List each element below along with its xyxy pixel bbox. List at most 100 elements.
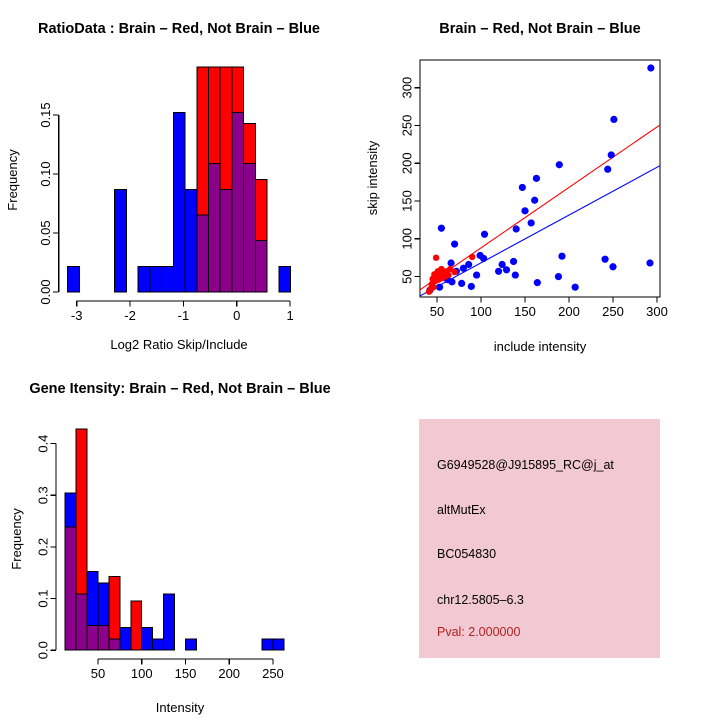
scatter-point-blue	[647, 64, 655, 72]
gene-locus: chr12.5805–6.3	[437, 593, 524, 607]
ratio-histogram-xlabel: Log2 Ratio Skip/Include	[110, 337, 247, 352]
hist-bar-overlap	[254, 240, 268, 293]
scatter-point-blue	[555, 161, 563, 169]
scatter-point-blue	[458, 279, 466, 287]
panel-intensity-scatter: 50 100 150 200 250 300 50 100 150 200 250 300 Brain…	[365, 21, 668, 354]
y-tick-label: 0.3	[36, 486, 51, 504]
scatter-point-blue	[511, 271, 519, 279]
scatter-point-blue	[437, 224, 445, 232]
hist-bar	[172, 111, 186, 293]
scatter-point-blue	[527, 219, 535, 227]
scatter-point-red	[432, 254, 440, 261]
x-tick-label: 1	[287, 308, 294, 323]
hist-bar	[161, 265, 174, 293]
scatter-point-blue	[646, 259, 654, 267]
y-tick-label: 0.05	[38, 220, 53, 245]
scatter-point-red	[468, 253, 476, 261]
scatter-point-blue	[480, 230, 489, 238]
fit-line-blue	[419, 165, 661, 297]
y-tick-label: 100	[400, 228, 415, 250]
y-tick-label: 0.2	[36, 538, 51, 556]
fit-line-red	[419, 124, 661, 291]
panel-ratio-histogram: -3 -2 -1 0 1 0.00 0.05 0.10 0.15 RatioData : Bra…	[5, 21, 320, 352]
y-tick-label: 0.0	[36, 641, 51, 659]
hist-bar-overlap	[231, 111, 245, 293]
ratio-histogram-title: RatioData : Brain – Red, Not Brain – Blu…	[38, 21, 320, 37]
hist-bar	[152, 638, 165, 651]
x-tick-label: 300	[646, 304, 668, 319]
panel-gene-info: G6949528@J915895_RC@j_at altMutEx BC0548…	[360, 360, 720, 720]
hist-bar	[254, 179, 268, 242]
hist-bar	[149, 265, 163, 293]
x-tick-label: 100	[470, 304, 492, 319]
hist-bar	[184, 188, 198, 293]
x-tick-label: 150	[514, 304, 536, 319]
hist-bar	[261, 638, 274, 651]
y-tick-label: 300	[400, 77, 415, 99]
hist-bar	[108, 575, 121, 640]
x-tick-label: 100	[131, 666, 153, 681]
y-tick-label: 0.00	[38, 279, 53, 304]
x-tick-label: -2	[124, 308, 136, 323]
y-tick-label: 0.10	[38, 161, 53, 186]
gene-intensity-histogram-ylabel: Frequency	[9, 508, 24, 570]
scatter-point-blue	[502, 266, 511, 274]
scatter-point-blue	[607, 151, 615, 159]
y-tick-label: 0.4	[36, 435, 51, 453]
x-tick-label: 250	[262, 666, 284, 681]
plot-frame	[419, 59, 661, 298]
hist-bar	[119, 627, 132, 651]
scatter-point-blue	[533, 279, 541, 287]
x-tick-label: 150	[175, 666, 197, 681]
hist-bar-overlap	[108, 638, 121, 651]
hist-bar	[196, 66, 209, 216]
scatter-point-blue	[509, 257, 518, 266]
gene-probe-id: G6949528@J915895_RC@j_at	[437, 458, 614, 472]
x-tick-label: 200	[558, 304, 580, 319]
scatter-point-blue	[465, 260, 473, 269]
scatter-point-blue	[558, 252, 566, 260]
hist-bar	[130, 600, 143, 651]
x-tick-label: -1	[178, 308, 190, 323]
scatter-point-blue	[498, 260, 506, 269]
hist-bar	[243, 122, 256, 165]
ratio-histogram-ylabel: Frequency	[5, 149, 20, 211]
hist-bar	[278, 265, 292, 293]
hist-bar	[67, 265, 80, 293]
y-tick-label: 0.15	[38, 102, 53, 127]
scatter-point-blue	[436, 283, 444, 291]
hist-bar-overlap	[86, 625, 99, 651]
hist-bar	[86, 571, 99, 627]
scatter-point-blue	[467, 282, 475, 291]
intensity-scatter-title: Brain – Red, Not Brain – Blue	[439, 21, 640, 37]
x-tick-label: 200	[218, 666, 240, 681]
scatter-point-blue	[459, 264, 467, 272]
gene-intensity-histogram-plot-area: 50 100 150 200 250 0.0 0.1 0.2 0.3 0.4	[36, 428, 285, 681]
hist-bar-overlap	[207, 163, 221, 293]
scatter-point-blue	[512, 225, 520, 233]
scatter-point-blue	[494, 267, 503, 275]
hist-bar	[141, 627, 154, 651]
hist-bar-overlap	[219, 188, 233, 293]
hist-bar	[184, 638, 197, 651]
gene-pval: Pval: 2.000000	[437, 625, 521, 639]
hist-bar-overlap	[97, 625, 110, 651]
x-tick-label: 50	[91, 666, 105, 681]
gene-info-box: G6949528@J915895_RC@j_at altMutEx BC0548…	[419, 419, 660, 658]
hist-bar	[114, 188, 127, 293]
hist-bar	[64, 492, 77, 528]
scatter-point-blue	[521, 207, 529, 215]
intensity-scatter-plot-area: 50 100 150 200 250 300 50 100 150 200 250 300	[400, 59, 668, 319]
scatter-point-red	[445, 271, 452, 279]
gene-intensity-histogram-title: Gene Itensity: Brain – Red, Not Brain – …	[29, 381, 330, 397]
scatter-point-red	[451, 268, 458, 276]
scatter-point-blue	[610, 115, 618, 124]
scatter-point-blue	[447, 259, 455, 267]
hist-bar	[137, 265, 151, 293]
intensity-scatter-ylabel: skip intensity	[365, 140, 380, 215]
scatter-point-blue	[532, 174, 541, 182]
hist-bar-overlap	[75, 593, 88, 651]
scatter-point-blue	[450, 240, 459, 248]
gene-accession: BC054830	[437, 547, 497, 561]
